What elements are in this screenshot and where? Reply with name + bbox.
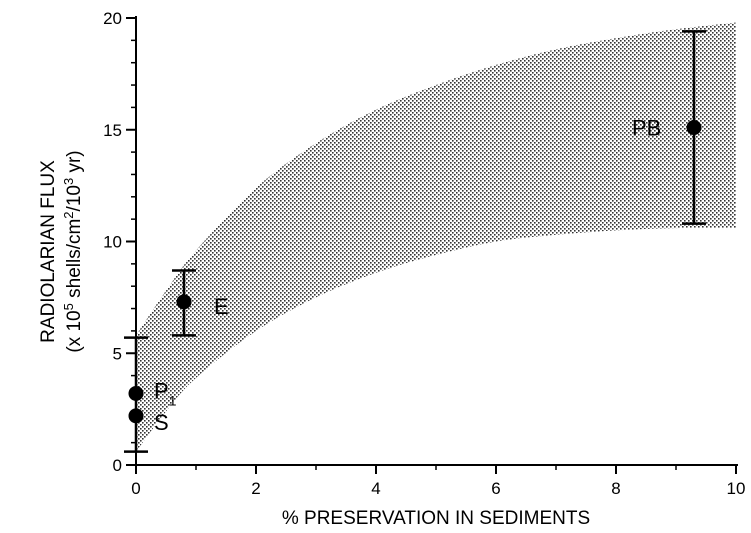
y-axis-title: RADIOLARIAN FLUX (x 105 shells/cm2/103 y… — [38, 150, 85, 352]
x-tick-label-0: 0 — [131, 479, 140, 498]
data-point-pb — [686, 120, 702, 136]
x-tick-label-5: 10 — [727, 479, 746, 498]
y-tick-label-3: 15 — [103, 121, 122, 140]
point-label-e: E — [214, 294, 229, 319]
point-label-s: S — [154, 410, 169, 435]
y-tick-label-0: 0 — [113, 456, 122, 475]
x-axis-title: % PRESERVATION IN SEDIMENTS — [282, 508, 590, 529]
y-axis-title-line1: RADIOLARIAN FLUX — [38, 160, 59, 343]
data-points: SP1 E PB — [124, 30, 706, 453]
y-axis-title-line2: (x 105 shells/cm2/103 yr) — [61, 150, 85, 352]
x-tick-label-1: 2 — [251, 479, 260, 498]
data-point-p1 — [128, 385, 144, 401]
data-point-s — [128, 408, 144, 424]
y-tick-label-4: 20 — [103, 9, 122, 28]
data-point-e — [176, 294, 192, 310]
y-tick-label-2: 10 — [103, 233, 122, 252]
x-axis-ticks: 0 2 4 6 8 10 — [131, 465, 745, 498]
x-tick-label-2: 4 — [371, 479, 380, 498]
x-tick-label-4: 8 — [611, 479, 620, 498]
shaded-band — [136, 22, 736, 452]
y-tick-label-1: 5 — [113, 344, 122, 363]
x-tick-label-3: 6 — [491, 479, 500, 498]
point-label-pb: PB — [632, 116, 661, 141]
point-label-p1: P1 — [154, 378, 177, 408]
y-axis-ticks: 0 5 10 15 20 — [103, 9, 136, 475]
